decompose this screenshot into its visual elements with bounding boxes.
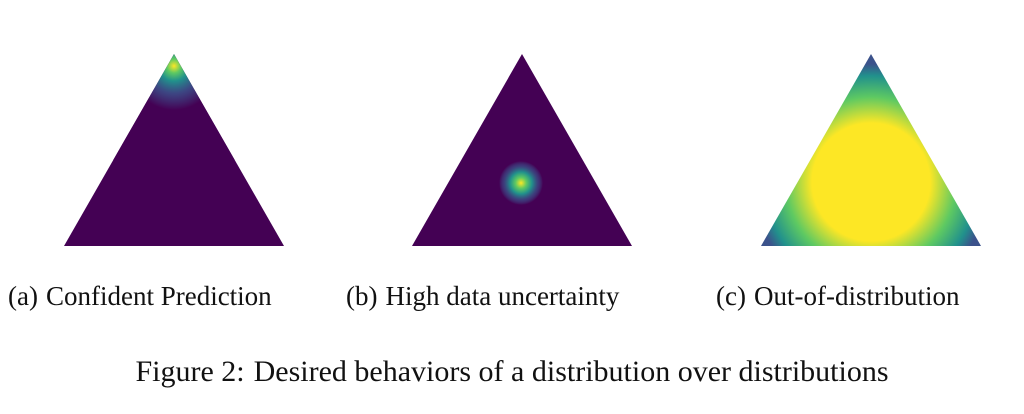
subcaption-text: Out-of-distribution: [753, 281, 960, 311]
subcaption-tag: (c): [716, 281, 746, 311]
simplex-plot-confident: [59, 40, 289, 252]
density-spread: [761, 54, 981, 246]
figure-caption: Figure 2: Desired behaviors of a distribu…: [0, 354, 1024, 390]
simplex-triangle-confident: [64, 54, 284, 246]
density-peak: [64, 54, 284, 160]
density-peak: [499, 161, 543, 205]
simplex-plot-out-of-distribution: [756, 40, 986, 252]
figure-caption-text: Desired behaviors of a distribution over…: [253, 355, 889, 388]
subcaption-text: Confident Prediction: [45, 281, 272, 311]
simplex-background: [412, 54, 632, 246]
subcaption-tag: (a): [8, 281, 38, 311]
subcaption-b: (b) High data uncertainty: [346, 280, 619, 312]
subcaption-c: (c) Out-of-distribution: [716, 280, 959, 312]
subcaption-text: High data uncertainty: [385, 281, 620, 311]
simplex-triangle-data-uncertainty: [412, 54, 632, 246]
subcaption-tag: (b): [346, 281, 378, 311]
simplex-plot-data-uncertainty: [407, 40, 637, 252]
simplex-triangle-out-of-distribution: [761, 54, 981, 246]
subcaption-a: (a) Confident Prediction: [8, 280, 272, 312]
figure-label: Figure 2:: [135, 355, 245, 388]
